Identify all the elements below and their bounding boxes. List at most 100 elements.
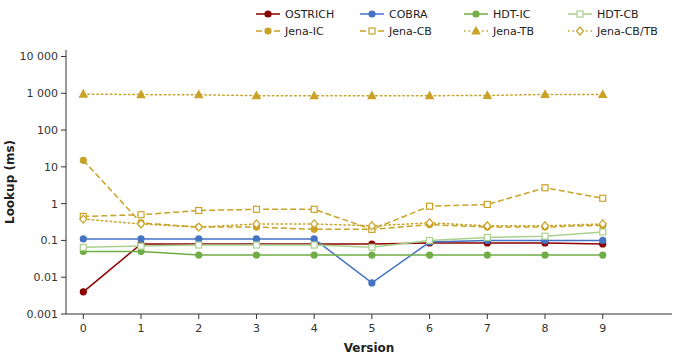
data-point xyxy=(80,244,86,250)
data-point xyxy=(600,229,606,235)
data-point xyxy=(600,195,606,201)
x-tick xyxy=(141,314,142,319)
series-line xyxy=(83,243,602,292)
data-point xyxy=(80,215,87,223)
y-axis-line xyxy=(66,50,67,314)
legend-marker xyxy=(472,27,480,34)
data-point xyxy=(138,236,144,242)
legend: OSTRICHCOBRAHDT-ICHDT-CBJena-ICJena-CBJe… xyxy=(256,8,658,38)
data-point xyxy=(310,92,318,99)
data-point xyxy=(80,157,86,163)
x-tick-label: 9 xyxy=(599,322,606,335)
legend-marker xyxy=(369,11,375,17)
x-tick xyxy=(602,314,603,319)
data-point xyxy=(369,252,375,258)
data-point xyxy=(369,244,375,250)
x-tick-label: 3 xyxy=(253,322,260,335)
data-point xyxy=(253,220,260,228)
series-line xyxy=(83,160,602,229)
x-tick-label: 4 xyxy=(311,322,318,335)
y-tick-label: 0.01 xyxy=(34,271,59,284)
series-line xyxy=(83,251,602,255)
data-point xyxy=(542,252,548,258)
legend-label: COBRA xyxy=(389,8,428,21)
data-point xyxy=(311,206,317,212)
y-tick xyxy=(61,314,66,315)
data-point xyxy=(542,233,548,239)
x-tick-label: 2 xyxy=(195,322,202,335)
y-tick-label: 100 xyxy=(37,124,58,137)
legend-label: Jena-CB/TB xyxy=(596,25,658,38)
legend-marker xyxy=(265,11,271,17)
data-point xyxy=(484,252,490,258)
data-point xyxy=(599,220,606,228)
data-point xyxy=(484,235,490,241)
data-point xyxy=(600,252,606,258)
data-point xyxy=(80,90,88,97)
data-point xyxy=(427,203,433,209)
legend-marker xyxy=(369,28,375,34)
x-tick-label: 7 xyxy=(484,322,491,335)
y-axis-label: Lookup (ms) xyxy=(3,140,17,224)
series-line xyxy=(83,94,602,96)
legend-label: Jena-IC xyxy=(284,25,324,38)
data-point xyxy=(138,243,144,249)
series-group xyxy=(80,90,607,295)
data-point xyxy=(195,223,202,231)
data-point xyxy=(138,220,145,228)
data-point xyxy=(253,92,261,99)
y-tick-label: 1 000 xyxy=(27,87,59,100)
y-tick xyxy=(61,93,66,94)
y-tick-label: 1 xyxy=(51,198,58,211)
legend-label: HDT-CB xyxy=(597,8,639,21)
data-point xyxy=(311,236,317,242)
y-tick xyxy=(61,203,66,204)
data-point xyxy=(80,289,86,295)
legend-label: HDT-IC xyxy=(493,8,531,21)
chart: 01234567890.0010.010.11101001 00010 000V… xyxy=(0,0,692,360)
legend-label: Jena-CB xyxy=(388,25,432,38)
x-axis-label: Version xyxy=(344,341,395,355)
data-point xyxy=(253,242,259,248)
legend-marker xyxy=(577,11,583,17)
x-tick xyxy=(545,314,546,319)
y-tick-label: 0.001 xyxy=(27,308,59,321)
y-tick xyxy=(61,240,66,241)
data-point xyxy=(253,252,259,258)
y-tick xyxy=(61,130,66,131)
data-point xyxy=(196,236,202,242)
y-tick-label: 10 000 xyxy=(20,50,59,63)
x-tick-label: 8 xyxy=(542,322,549,335)
data-point xyxy=(196,224,202,230)
data-point xyxy=(195,91,203,98)
series-line xyxy=(83,219,602,227)
data-point xyxy=(311,252,317,258)
data-point xyxy=(196,252,202,258)
legend-marker xyxy=(577,27,584,35)
series-line xyxy=(83,232,602,247)
data-point xyxy=(196,208,202,214)
x-tick xyxy=(198,314,199,319)
x-tick xyxy=(83,314,84,319)
data-point xyxy=(541,90,549,97)
data-point xyxy=(368,92,376,99)
y-tick-label: 10 xyxy=(44,161,58,174)
x-tick xyxy=(256,314,257,319)
legend-label: Jena-TB xyxy=(492,25,534,38)
data-point xyxy=(311,242,317,248)
y-tick xyxy=(61,277,66,278)
x-tick xyxy=(429,314,430,319)
x-tick-label: 5 xyxy=(368,322,375,335)
legend-marker xyxy=(473,11,479,17)
data-point xyxy=(542,185,548,191)
legend-marker xyxy=(265,28,271,34)
x-tick xyxy=(371,314,372,319)
x-tick-label: 6 xyxy=(426,322,433,335)
data-point xyxy=(137,91,145,98)
data-point xyxy=(426,92,434,99)
data-point xyxy=(600,237,606,243)
data-point xyxy=(253,206,259,212)
data-point xyxy=(369,280,375,286)
data-point xyxy=(427,252,433,258)
data-point xyxy=(484,91,492,98)
